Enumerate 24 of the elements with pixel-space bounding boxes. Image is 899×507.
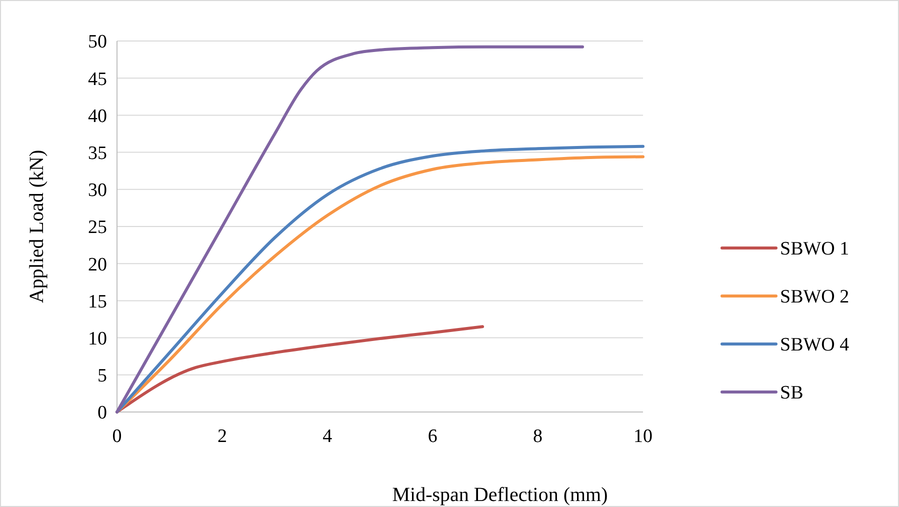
legend-label: SB <box>780 382 804 404</box>
x-tick-label: 0 <box>112 426 122 447</box>
y-tick-label: 20 <box>88 254 107 276</box>
x-axis-title: Mid-span Deflection (mm) <box>392 484 608 506</box>
y-tick-label: 30 <box>88 180 107 202</box>
y-tick-label: 10 <box>88 328 107 350</box>
y-tick-label: 50 <box>88 32 107 53</box>
line-series <box>116 45 584 414</box>
y-tick-label: 0 <box>98 402 107 424</box>
x-tick-label: 10 <box>634 426 652 447</box>
legend-label: SBWO 1 <box>780 238 850 260</box>
y-tick-label: 5 <box>98 366 107 387</box>
y-tick-label: 15 <box>88 291 107 312</box>
y-tick-label: 40 <box>88 106 107 127</box>
x-tick-label: 4 <box>322 426 333 447</box>
x-tick-label: 2 <box>217 426 227 447</box>
y-tick-label: 25 <box>88 217 107 238</box>
y-axis-title: Applied Load (kN) <box>26 150 48 304</box>
y-tick-label: 35 <box>88 142 107 164</box>
legend-label: SBWO 4 <box>780 334 850 356</box>
x-tick-label: 6 <box>428 426 438 447</box>
legend-label: SBWO 2 <box>780 286 850 308</box>
y-tick-label: 45 <box>88 68 107 90</box>
x-tick-label: 8 <box>533 426 543 447</box>
